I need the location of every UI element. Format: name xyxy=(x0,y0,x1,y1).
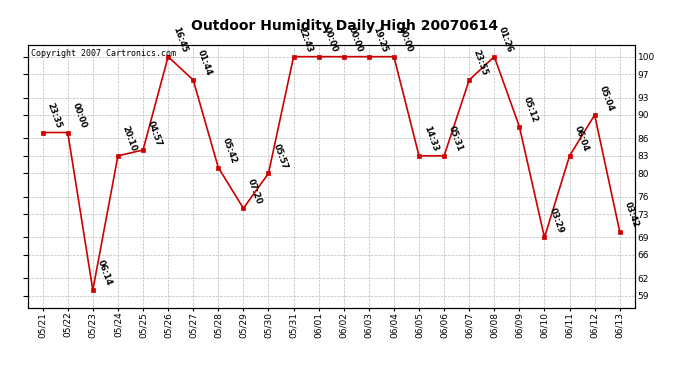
Text: 05:57: 05:57 xyxy=(271,142,289,171)
Text: 23:35: 23:35 xyxy=(46,102,63,130)
Text: 04:57: 04:57 xyxy=(146,119,164,147)
Text: Outdoor Humidity Daily High 20070614: Outdoor Humidity Daily High 20070614 xyxy=(191,19,499,33)
Text: 00:00: 00:00 xyxy=(346,26,364,54)
Text: 01:26: 01:26 xyxy=(497,26,515,54)
Text: 03:42: 03:42 xyxy=(622,201,640,229)
Text: 16:45: 16:45 xyxy=(171,26,188,54)
Text: 19:25: 19:25 xyxy=(372,26,389,54)
Text: 05:04: 05:04 xyxy=(598,84,615,112)
Text: 00:00: 00:00 xyxy=(322,26,339,54)
Text: 01:44: 01:44 xyxy=(196,49,214,77)
Text: 20:10: 20:10 xyxy=(121,125,138,153)
Text: 06:14: 06:14 xyxy=(96,259,113,287)
Text: Copyright 2007 Cartronics.com: Copyright 2007 Cartronics.com xyxy=(30,49,176,58)
Text: 05:31: 05:31 xyxy=(447,125,464,153)
Text: 23:55: 23:55 xyxy=(472,49,490,77)
Text: 14:33: 14:33 xyxy=(422,125,440,153)
Text: 07:20: 07:20 xyxy=(246,178,264,206)
Text: 22:43: 22:43 xyxy=(296,26,314,54)
Text: 05:42: 05:42 xyxy=(221,136,239,165)
Text: 00:00: 00:00 xyxy=(397,26,414,54)
Text: 00:00: 00:00 xyxy=(70,102,88,130)
Text: 06:04: 06:04 xyxy=(572,125,590,153)
Text: 05:12: 05:12 xyxy=(522,96,540,124)
Text: 03:29: 03:29 xyxy=(547,207,565,235)
